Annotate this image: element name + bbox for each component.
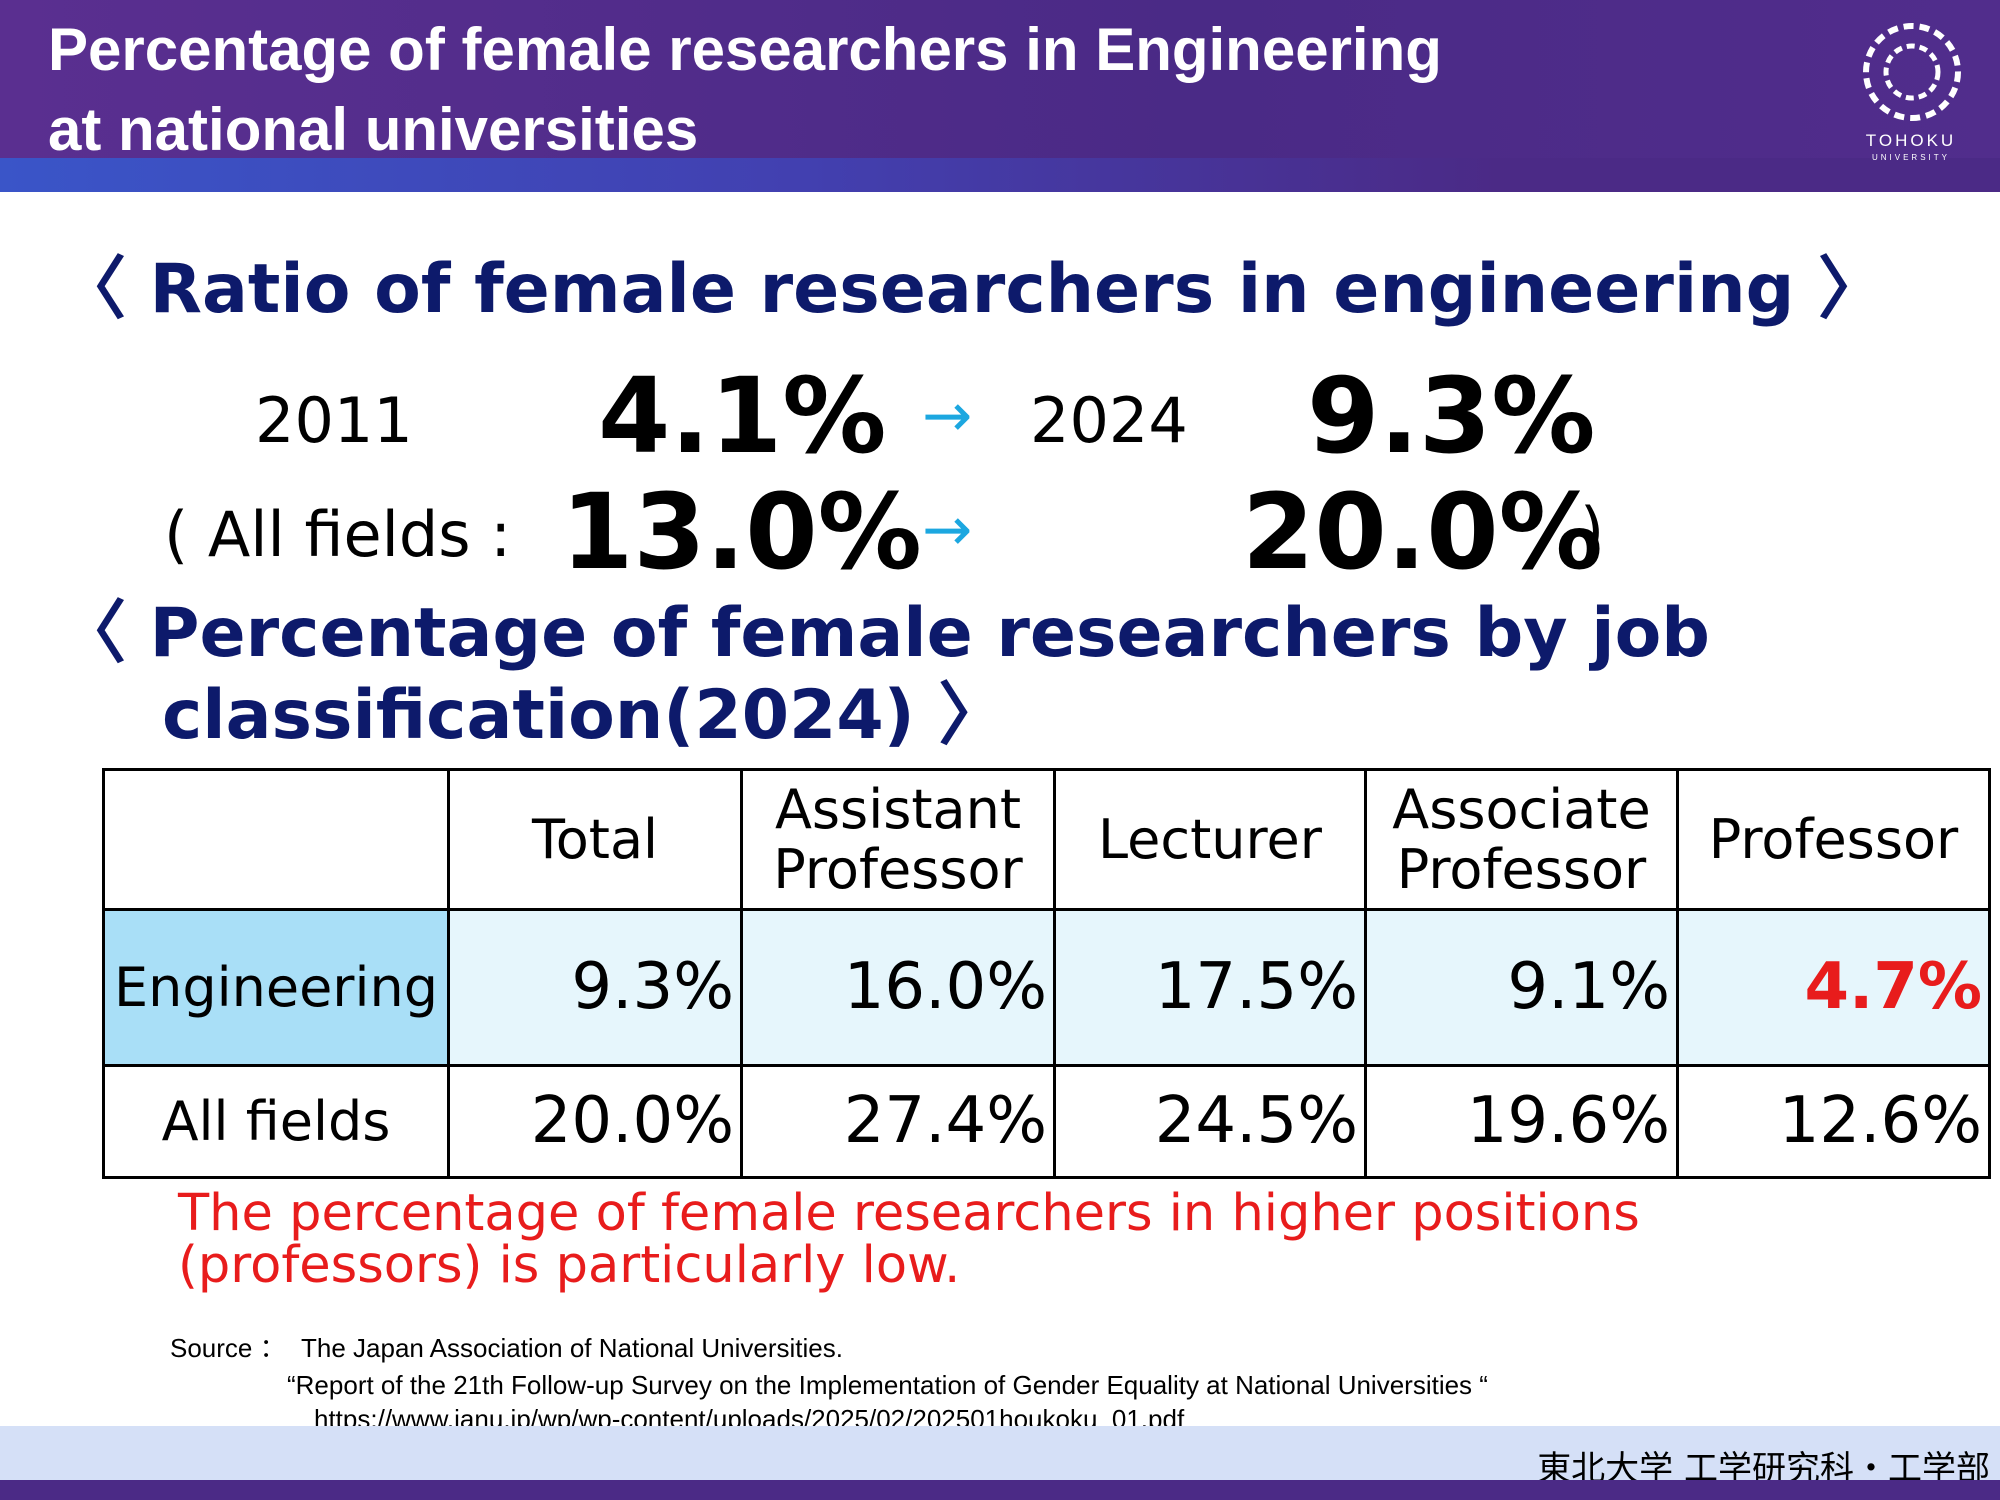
footer-strip <box>0 1480 2000 1500</box>
section-heading: classification(2024) 〉 <box>162 676 1007 755</box>
paren: ) <box>1580 494 1605 567</box>
header-strip <box>0 158 2000 192</box>
source-text: The Japan Association of National Univer… <box>301 1333 843 1363</box>
value-cell: 9.3% <box>447 908 743 1067</box>
value-cell: 16.0% <box>740 908 1056 1067</box>
value-cell: 9.1% <box>1364 908 1679 1067</box>
data-row: Engineering 9.3% 16.0% 17.5% 9.1% 4.7% <box>102 908 1991 1067</box>
all-fields-label: ( All fields : <box>164 498 512 571</box>
job-table: Total Assistant Professor Lecturer Associat… <box>102 768 1991 1179</box>
value-cell: 24.5% <box>1053 1064 1367 1179</box>
ratio-value: 4.1% <box>598 355 887 477</box>
year: 2011 <box>255 384 413 457</box>
value-cell: 27.4% <box>740 1064 1056 1179</box>
value-cell: 12.6% <box>1676 1064 1991 1179</box>
source-label: Source ： <box>170 1333 286 1363</box>
note: (professors) is particularly low. <box>178 1236 961 1295</box>
title: at national universities <box>48 96 699 163</box>
value-cell: 19.6% <box>1364 1064 1679 1179</box>
section-heading: 〈 Percentage of female researchers by jo… <box>58 594 1710 673</box>
corner-cell <box>102 768 450 911</box>
column-header: Associate Professor <box>1364 768 1679 911</box>
value-cell: 4.7% <box>1676 908 1991 1067</box>
note: The percentage of female researchers in … <box>178 1184 1640 1243</box>
logo-name: TOHOKU <box>1865 131 1957 150</box>
column-header: Assistant Professor <box>740 768 1056 911</box>
logo-sub: UNIVERSITY <box>1871 153 1950 162</box>
footer-band <box>0 1426 2000 1480</box>
value-cell: 17.5% <box>1053 908 1367 1067</box>
ratio-value: 20.0% <box>1242 471 1603 593</box>
row-label: All fields <box>102 1064 450 1179</box>
title: Percentage of female researchers in Engi… <box>48 16 1442 83</box>
year: 2024 <box>1030 384 1188 457</box>
column-header: Total <box>447 768 743 911</box>
source-text: “Report of the 21th Follow-up Survey on … <box>287 1370 1488 1400</box>
ratio-value: 13.0% <box>561 471 922 593</box>
data-row: All fields 20.0% 27.4% 24.5% 19.6% 12.6% <box>102 1064 1991 1179</box>
section-heading: 〈 Ratio of female researchers in enginee… <box>58 250 1886 329</box>
header-row: Total Assistant Professor Lecturer Associat… <box>102 768 1991 911</box>
header-band <box>0 0 2000 192</box>
column-header: Lecturer <box>1053 768 1367 911</box>
row-label: Engineering <box>102 908 450 1067</box>
arrow: → <box>922 381 973 451</box>
arrow: → <box>922 495 973 565</box>
column-header: Professor <box>1676 768 1991 911</box>
value-cell: 20.0% <box>447 1064 743 1179</box>
ratio-value: 9.3% <box>1307 355 1596 477</box>
logo-emblem <box>1863 23 1961 121</box>
